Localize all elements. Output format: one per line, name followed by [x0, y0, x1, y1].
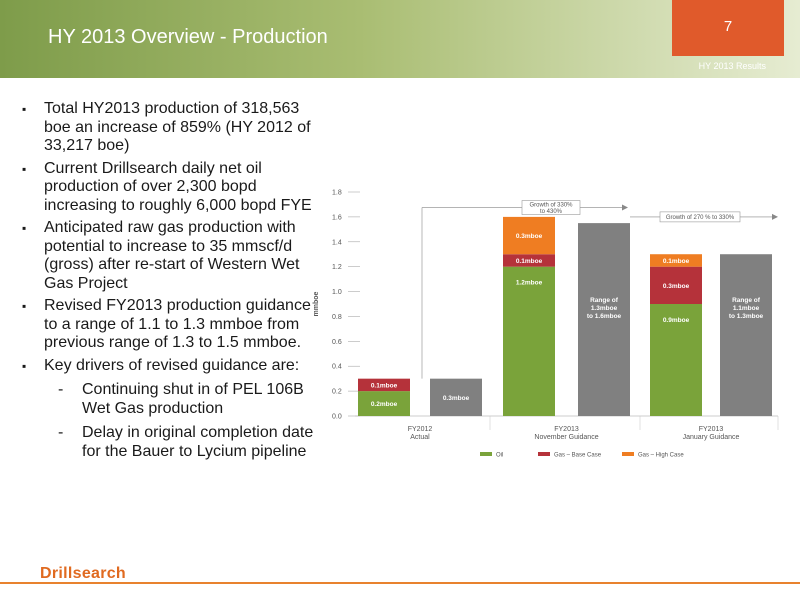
bullet-item: Anticipated raw gas production with pote…: [20, 219, 320, 293]
bar-segment: [358, 391, 410, 416]
bar-segment: [430, 378, 482, 416]
bar-value-label: 0.3mboe: [443, 395, 470, 402]
sub-bullet-item: Delay in original completion date for th…: [20, 424, 320, 461]
bar-segment: [650, 254, 702, 267]
sub-bullet-item: Continuing shut in of PEL 106B Wet Gas p…: [20, 381, 320, 418]
page-number-box: 7: [672, 0, 784, 56]
bar-segment: [503, 254, 555, 267]
bar-value-label: 0.9mboe: [663, 317, 690, 324]
growth-annotation-line: Growth of 330%: [529, 203, 573, 209]
x-category-label: FY2013: [699, 426, 724, 433]
header-subtitle: HY 2013 Results: [698, 61, 766, 71]
bar-segment: [578, 223, 630, 416]
bar-segment: [720, 254, 772, 416]
y-tick-label: 1.4: [332, 239, 342, 246]
y-tick-label: 1.2: [332, 264, 342, 271]
bullet-item: Total HY2013 production of 318,563 boe a…: [20, 100, 320, 156]
bullet-item: Revised FY2013 production guidance to a …: [20, 297, 320, 353]
growth-annotation-line: to 430%: [540, 209, 563, 215]
y-tick-label: 1.0: [332, 289, 342, 296]
bar-range-label-line: to 1.6mboe: [587, 313, 622, 320]
bar-segment: [650, 266, 702, 304]
bar-range-label-line: Range of: [732, 297, 761, 304]
growth-arrow-head: [772, 213, 778, 220]
y-tick-label: 0.8: [332, 314, 342, 321]
growth-annotation-text: Growth of 330% to 430%: [529, 203, 573, 216]
bar-segment: [503, 216, 555, 255]
bar-value-label: 0.1mboe: [371, 382, 398, 389]
y-tick-label: 0.4: [332, 364, 342, 371]
bar-range-label-line: 1.1mboe: [733, 305, 760, 312]
x-category-label: January Guidance: [683, 434, 740, 441]
y-tick-label: 0.6: [332, 339, 342, 346]
x-category-label: FY2013: [554, 426, 579, 433]
page-number: 7: [723, 18, 733, 35]
slide-title: HY 2013 Overview - Production: [48, 26, 328, 48]
legend-swatch: [480, 452, 492, 456]
bullet-item: Key drivers of revised guidance are:: [20, 357, 320, 376]
bar-range-label-line: Range of: [590, 297, 619, 304]
bullet-list: Total HY2013 production of 318,563 boe a…: [20, 100, 320, 465]
bar-segment: [650, 304, 702, 416]
bar-range-label: Range of 1.3mboe to 1.6mboe: [587, 297, 622, 320]
legend-label: Gas – High Case: [638, 453, 684, 459]
x-category-label: November Guidance: [534, 434, 598, 441]
bar-value-label: 0.3mboe: [516, 233, 543, 240]
bar-segment: [358, 378, 410, 392]
bar-segment: [503, 266, 555, 416]
x-category-label: FY2012: [408, 426, 433, 433]
x-category-label: Actual: [410, 434, 430, 441]
bar-value-label: 0.1mboe: [516, 258, 543, 265]
growth-annotation-box: [659, 211, 741, 223]
bar-range-label-line: to 1.3mboe: [729, 313, 764, 320]
bar-value-label: 0.2mboe: [371, 401, 398, 408]
bullet-item: Current Drillsearch daily net oil produc…: [20, 160, 320, 216]
growth-annotation-box: [521, 200, 581, 215]
legend-swatch: [538, 452, 550, 456]
bar-range-label-line: 1.3mboe: [591, 305, 618, 312]
production-chart: 0.0 0.2 0.4 0.6 0.8 1.0 1.2 1.4 1.6 1.8 mmboe 0.2mb…: [313, 190, 779, 459]
y-tick-label: 1.6: [332, 214, 342, 221]
bar-value-label: 0.3mboe: [663, 283, 690, 290]
y-tick-label: 0.0: [332, 414, 342, 421]
y-tick-label: 1.8: [332, 190, 342, 197]
header-band: [0, 0, 800, 78]
y-axis-label: mmboe: [313, 291, 320, 316]
legend-label: Oil: [496, 453, 503, 459]
bar-value-label: 0.1mboe: [663, 258, 690, 265]
footer-line: [0, 582, 800, 584]
growth-annotation-text: Growth of 270 % to 330%: [666, 215, 735, 221]
y-tick-label: 0.2: [332, 389, 342, 396]
growth-arrow-head: [622, 204, 628, 211]
legend-swatch: [622, 452, 634, 456]
bar-range-label: Range of 1.1mboe to 1.3mboe: [729, 297, 764, 320]
bar-value-label: 1.2mboe: [516, 280, 543, 287]
company-logo: Drillsearch: [40, 565, 127, 582]
legend-label: Gas – Base Case: [554, 453, 602, 459]
